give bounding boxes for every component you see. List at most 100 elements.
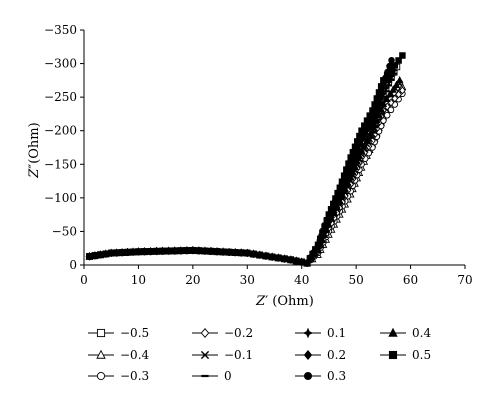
- data-point: [129, 248, 137, 256]
- legend-item: 0.1: [295, 326, 346, 340]
- legend-item: 0.2: [295, 348, 346, 362]
- data-point: [268, 253, 276, 261]
- data-point: [213, 248, 221, 255]
- legend-marker: [388, 350, 398, 360]
- y-tick-label: −200: [44, 124, 77, 138]
- data-point: [107, 249, 115, 257]
- data-point: [349, 148, 357, 156]
- data-point: [387, 71, 396, 81]
- legend-item: −0.4: [88, 348, 150, 362]
- legend-label: 0.2: [327, 348, 346, 362]
- data-point: [177, 247, 185, 254]
- data-point: [382, 94, 391, 103]
- data-point: [338, 191, 347, 199]
- x-tick-label: 70: [457, 273, 472, 287]
- data-point: [323, 217, 331, 224]
- data-point: [293, 257, 300, 264]
- legend-item: 0.4: [380, 326, 431, 340]
- data-point: [141, 248, 148, 255]
- data-point: [147, 248, 154, 255]
- data-point: [340, 172, 348, 179]
- data-point: [135, 248, 142, 255]
- data-point: [346, 173, 355, 181]
- y-tick-label: −250: [44, 90, 77, 104]
- y-tick-label: 0: [69, 258, 77, 272]
- data-point: [370, 121, 379, 129]
- data-point: [219, 248, 227, 255]
- x-axis-label-symbol: Z: [255, 294, 266, 309]
- data-point: [97, 251, 104, 258]
- data-point: [314, 241, 322, 249]
- data-point: [165, 247, 172, 255]
- data-point: [102, 250, 110, 258]
- data-point: [390, 66, 399, 75]
- x-tick-label: 0: [80, 273, 88, 287]
- data-point: [341, 185, 350, 193]
- y-axis-label: Z″(Ohm): [27, 122, 42, 178]
- data-point: [183, 247, 191, 254]
- data-point: [189, 246, 197, 254]
- legend-item: 0.3: [295, 369, 346, 383]
- data-point: [91, 252, 99, 259]
- data-point: [355, 151, 364, 160]
- data-point: [195, 247, 203, 254]
- x-tick-label: 30: [240, 273, 255, 287]
- x-axis-label-unit: (Ohm): [268, 294, 314, 309]
- legend-item: −0.5: [88, 326, 149, 340]
- data-point: [357, 146, 366, 154]
- legend-label: 0.3: [327, 369, 346, 383]
- legend-label: 0.1: [327, 326, 346, 340]
- data-point: [349, 168, 357, 176]
- data-point: [377, 104, 386, 113]
- data-point: [298, 258, 305, 266]
- series-2: [86, 90, 406, 267]
- data-point: [201, 247, 209, 255]
- data-point: [395, 90, 402, 99]
- data-point: [118, 249, 126, 256]
- data-point: [332, 195, 339, 202]
- legend-item: −0.2: [192, 326, 253, 340]
- data-point: [327, 214, 336, 222]
- data-point: [353, 157, 362, 165]
- data-point: [262, 252, 270, 260]
- x-axis-label-prime: ′: [265, 294, 268, 309]
- data-point: [365, 131, 374, 139]
- legend-marker: [303, 371, 313, 381]
- legend-label: 0.4: [412, 326, 431, 340]
- data-point: [153, 247, 160, 255]
- x-tick-label: 50: [349, 273, 364, 287]
- data-point: [124, 248, 131, 256]
- legend-marker: [388, 327, 398, 337]
- y-axis-label-unit: (Ohm): [27, 122, 42, 164]
- data-point: [343, 166, 350, 173]
- legend-marker: [303, 349, 313, 361]
- data-point: [399, 52, 406, 59]
- data-point: [319, 229, 326, 237]
- y-tick-label: −150: [44, 157, 77, 171]
- data-point: [380, 77, 387, 84]
- data-point: [281, 255, 288, 262]
- data-point: [387, 106, 395, 114]
- data-point: [384, 77, 393, 87]
- data-point: [368, 126, 377, 134]
- data-point: [287, 256, 295, 263]
- data-point: [237, 249, 245, 256]
- data-point: [316, 235, 324, 243]
- legend-marker: [302, 327, 314, 339]
- data-point: [369, 107, 376, 114]
- data-point: [363, 136, 371, 144]
- data-point: [338, 178, 346, 185]
- data-point: [360, 141, 369, 149]
- legend-item: −0.1: [192, 348, 253, 362]
- legend-item: −0.3: [88, 369, 149, 383]
- data-point: [389, 85, 397, 93]
- data-point: [256, 251, 263, 259]
- data-point: [225, 248, 233, 256]
- legend-label: −0.3: [120, 369, 149, 383]
- data-point: [373, 115, 381, 123]
- data-point: [351, 162, 359, 170]
- y-ticks: 0 −50 −100 −150 −200 −250 −300 −350: [44, 23, 84, 272]
- data-point: [325, 211, 333, 218]
- y-tick-label: −50: [52, 224, 77, 238]
- legend-marker: [96, 371, 106, 381]
